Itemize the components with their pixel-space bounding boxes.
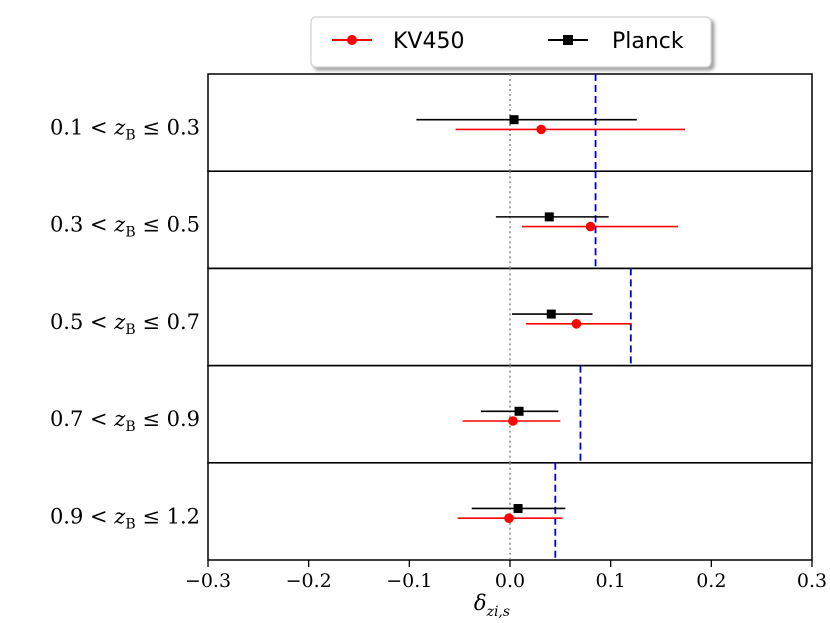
planck-point-2	[546, 309, 556, 319]
row-label-3: 0.7 < zB ≤ 0.9	[50, 407, 200, 435]
x-tick-label-1: −0.2	[286, 570, 332, 592]
row-label-0-part-2: B	[125, 127, 135, 143]
row-label-3-part-0: 0.7 <	[50, 407, 114, 431]
row-label-0: 0.1 < zB ≤ 0.3	[50, 115, 200, 143]
row-label-4-part-2: B	[125, 516, 135, 532]
row-label-4-part-0: 0.9 <	[50, 504, 114, 528]
row-label-3-part-3: ≤ 0.9	[136, 407, 200, 431]
kv450-point-4	[504, 513, 514, 524]
kv450-point-0	[536, 124, 547, 135]
row-label-1-part-0: 0.3 <	[50, 213, 114, 237]
x-tick-label-2: −0.1	[386, 570, 432, 592]
row-label-1-part-1: z	[113, 213, 126, 237]
row-label-2: 0.5 < zB ≤ 0.7	[50, 310, 200, 338]
panels	[207, 73, 813, 561]
planck-point-1	[544, 212, 554, 222]
x-tick-label-3: 0.0	[495, 570, 525, 592]
x-axis: −0.3 −0.2 −0.1 0.0 0.1 0.2 0.3	[185, 560, 827, 592]
row-label-0-part-0: 0.1 <	[50, 115, 114, 139]
x-axis-title-subscript: zi,s	[486, 604, 511, 620]
panel-2	[207, 267, 813, 367]
row-labels: 0.1 < zB ≤ 0.30.3 < zB ≤ 0.50.5 < zB ≤ 0…	[50, 115, 200, 532]
kv450-point-2	[571, 319, 582, 329]
row-label-1-part-2: B	[125, 225, 135, 241]
row-label-0-part-3: ≤ 0.3	[136, 115, 200, 139]
x-tick-label-0: −0.3	[185, 570, 231, 592]
row-label-3-part-2: B	[125, 419, 135, 435]
kv450-point-1	[585, 221, 596, 232]
legend-kv450-marker	[347, 35, 357, 45]
row-label-2-part-3: ≤ 0.7	[136, 310, 200, 334]
planck-point-4	[513, 503, 523, 513]
planck-point-3	[514, 406, 524, 416]
row-label-3-part-1: z	[113, 407, 126, 431]
kv450-point-3	[508, 416, 518, 426]
row-label-0-part-1: z	[113, 115, 126, 139]
x-axis-title: δzi,s	[474, 591, 510, 620]
legend-box	[310, 16, 712, 68]
row-label-4-part-1: z	[113, 504, 126, 528]
row-label-4-part-3: ≤ 1.2	[136, 504, 200, 528]
panel-4	[207, 462, 813, 561]
x-tick-label-5: 0.2	[696, 570, 726, 592]
data-marks	[416, 115, 686, 524]
legend: KV450 Planck	[310, 16, 712, 68]
row-label-2-part-0: 0.5 <	[50, 310, 114, 334]
legend-kv450-label: KV450	[393, 29, 464, 54]
x-tick-label-6: 0.3	[797, 570, 827, 592]
x-axis-title-symbol: δ	[474, 591, 487, 615]
row-label-2-part-2: B	[125, 322, 135, 338]
reference-lines	[509, 74, 632, 560]
legend-planck-marker	[563, 35, 573, 45]
row-label-4: 0.9 < zB ≤ 1.2	[50, 504, 200, 532]
legend-planck-label: Planck	[612, 29, 684, 54]
row-label-2-part-1: z	[113, 310, 126, 334]
x-tick-label-4: 0.1	[596, 570, 626, 592]
row-label-1: 0.3 < zB ≤ 0.5	[50, 213, 200, 241]
row-label-1-part-3: ≤ 0.5	[136, 213, 200, 237]
panel-1	[207, 170, 813, 270]
panel-3	[207, 364, 813, 464]
planck-point-0	[509, 115, 519, 125]
